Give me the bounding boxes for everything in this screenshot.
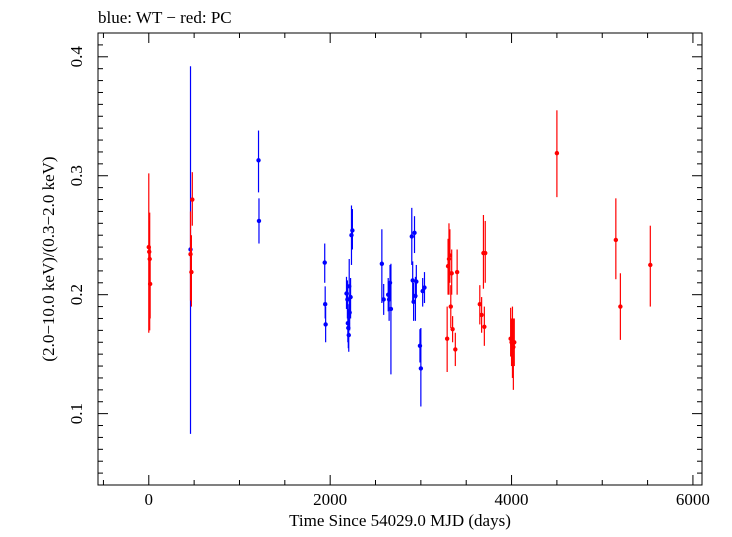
data-point	[256, 218, 262, 224]
x-tick-label: 2000	[313, 490, 347, 509]
data-point	[387, 280, 393, 285]
data-point	[411, 299, 416, 305]
data-point	[188, 252, 193, 257]
data-point	[409, 234, 414, 239]
data-point	[482, 324, 487, 329]
data-point	[454, 269, 460, 275]
data-point	[350, 228, 355, 233]
x-axis-label: Time Since 54029.0 MJD (days)	[289, 511, 511, 530]
data-point	[479, 312, 484, 318]
data-point	[388, 306, 394, 312]
plot-frame	[97, 32, 703, 486]
data-point	[381, 297, 386, 302]
data-point	[410, 278, 415, 283]
data-point	[449, 271, 454, 276]
y-tick-label: 0.4	[67, 46, 86, 68]
y-tick-label: 0.3	[67, 165, 86, 186]
data-point	[554, 150, 560, 156]
x-tick-labels: 0 2000 4000 6000	[145, 490, 710, 509]
data-point	[189, 269, 194, 275]
data-point	[322, 260, 327, 265]
data-point	[511, 344, 516, 350]
x-tick-label: 6000	[676, 490, 710, 509]
data-point	[190, 197, 195, 202]
data-point	[618, 304, 623, 309]
data-point	[613, 237, 619, 243]
series-pc	[146, 110, 653, 390]
data-point	[345, 297, 350, 302]
data-point	[322, 302, 328, 307]
data-point	[147, 281, 153, 287]
series-wt	[188, 66, 427, 434]
data-point	[477, 302, 483, 307]
data-point	[483, 250, 488, 256]
series-layer	[146, 66, 653, 434]
data-point	[648, 262, 653, 268]
data-point	[379, 261, 385, 266]
data-point	[512, 340, 517, 345]
data-point	[323, 322, 328, 327]
data-point	[420, 288, 425, 294]
data-point	[448, 304, 453, 309]
data-point	[412, 230, 417, 236]
axis-ticks	[98, 33, 702, 485]
data-point	[344, 291, 349, 296]
data-point	[346, 332, 351, 338]
data-point	[418, 366, 424, 371]
data-point	[349, 233, 354, 238]
data-point	[348, 294, 353, 300]
data-point	[256, 158, 261, 163]
x-tick-label: 4000	[495, 490, 529, 509]
data-point	[453, 347, 458, 352]
data-point	[417, 343, 423, 349]
y-tick-label: 0.1	[67, 403, 86, 424]
data-point	[414, 279, 419, 284]
chart-title: blue: WT − red: PC	[98, 8, 232, 27]
data-point	[450, 326, 455, 332]
data-point	[413, 293, 418, 299]
data-point	[347, 310, 352, 315]
x-tick-label: 0	[145, 490, 154, 509]
data-point	[444, 336, 450, 341]
data-point	[447, 253, 453, 258]
y-tick-labels: 0.1 0.2 0.3 0.4	[67, 46, 86, 425]
y-tick-label: 0.2	[67, 284, 86, 305]
data-point	[422, 285, 427, 290]
y-axis-label: (2.0−10.0 keV)/(0.3−2.0 keV)	[39, 156, 58, 361]
